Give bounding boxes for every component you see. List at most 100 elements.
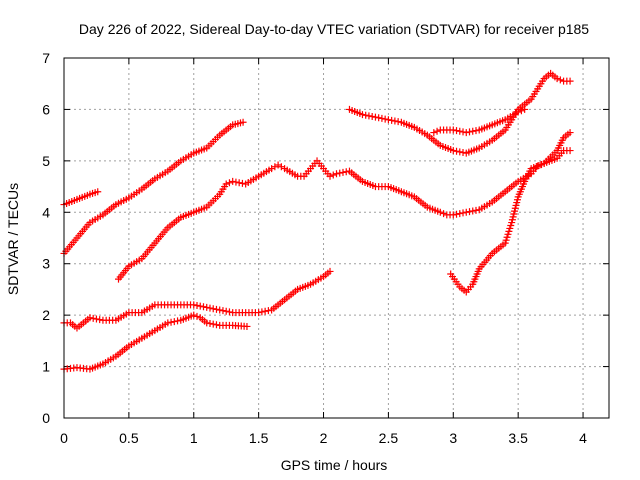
y-axis-label: SDTVAR / TECUs [5, 183, 21, 295]
data-point [190, 311, 198, 319]
data-point [375, 114, 383, 122]
tick-labels: 0 0.5 1 1.5 2 2.5 3 3.5 4 0 1 2 3 4 5 6 7 [42, 50, 587, 446]
data-point [368, 113, 376, 120]
series-track-7 [430, 105, 529, 137]
data-point [326, 267, 334, 275]
data-point [329, 171, 337, 179]
data-point [502, 236, 510, 244]
data-point [449, 147, 457, 155]
data-point [521, 105, 529, 113]
x-tick-label: 2.5 [379, 430, 399, 446]
data-point [456, 127, 464, 135]
data-point [219, 307, 227, 315]
data-point [365, 112, 373, 120]
data-point [553, 75, 561, 83]
data-point [453, 210, 461, 218]
data-point [209, 320, 217, 328]
data-point [469, 127, 477, 135]
data-point [433, 127, 441, 135]
data-point [472, 127, 480, 135]
series-track-4 [60, 267, 334, 332]
data-point [164, 319, 172, 327]
data-point [449, 126, 457, 134]
data-point [89, 314, 97, 322]
data-point [449, 211, 457, 219]
data-point [501, 239, 509, 247]
x-tick-label: 3 [449, 430, 457, 446]
plot-border [63, 57, 610, 419]
data-point [469, 207, 477, 215]
y-tick-label: 3 [42, 256, 50, 272]
data-point [453, 147, 461, 155]
data-point [232, 178, 240, 186]
data-point [336, 169, 344, 177]
data-point [388, 116, 396, 124]
data-point [238, 179, 246, 187]
data-point [193, 312, 201, 320]
data-point [462, 208, 470, 216]
data-point [506, 224, 514, 232]
data-point [472, 206, 480, 214]
series-track-6 [345, 69, 574, 157]
data-point [255, 309, 263, 317]
data-point [459, 128, 467, 136]
data-point [193, 302, 201, 309]
data-point [384, 116, 392, 124]
data-point [453, 127, 461, 135]
data-point [391, 117, 399, 125]
x-axis-label: GPS time / hours [281, 457, 388, 473]
data-point [507, 222, 515, 230]
data-point [371, 113, 379, 121]
data-point [203, 319, 211, 327]
data-point [235, 179, 243, 187]
x-tick-label: 1 [190, 430, 198, 446]
x-tick-label: 4 [579, 430, 587, 446]
data-point [459, 209, 467, 217]
data-point [504, 230, 512, 238]
data-point [206, 304, 214, 312]
x-tick-label: 2 [320, 430, 328, 446]
data-point [436, 208, 444, 216]
y-tick-label: 2 [42, 307, 50, 323]
data-point [333, 170, 340, 178]
data-point [505, 227, 513, 235]
data-point [212, 321, 220, 329]
series-track-3 [115, 147, 574, 283]
y-tick-label: 5 [42, 153, 50, 169]
y-tick-label: 6 [42, 101, 50, 117]
series-track-5 [60, 311, 251, 373]
y-tick-label: 7 [42, 50, 50, 66]
data-point [462, 129, 470, 137]
data-point [96, 316, 104, 324]
data-point [440, 210, 448, 218]
data-point [514, 108, 522, 116]
data-point [378, 114, 386, 122]
data-point [566, 147, 574, 155]
x-tick-label: 0 [60, 430, 68, 446]
data-point [170, 318, 178, 326]
data-point [225, 308, 233, 316]
data-point [566, 129, 574, 137]
data-point [92, 315, 100, 323]
data-point [196, 302, 204, 310]
data-point [362, 111, 370, 119]
data-point [556, 76, 564, 84]
y-tick-label: 4 [42, 204, 50, 220]
data-point [174, 317, 182, 325]
data-point [261, 307, 269, 315]
data-point [206, 320, 214, 327]
data-point [86, 314, 94, 322]
data-point [199, 303, 207, 311]
data-point [326, 172, 334, 180]
data-point [225, 179, 233, 187]
data-point [466, 128, 474, 136]
data-point [216, 306, 224, 314]
data-point [212, 305, 220, 313]
data-point [517, 107, 525, 115]
data-point [258, 308, 266, 316]
data-point [503, 233, 511, 241]
data-point [381, 115, 389, 123]
data-point [394, 118, 402, 126]
